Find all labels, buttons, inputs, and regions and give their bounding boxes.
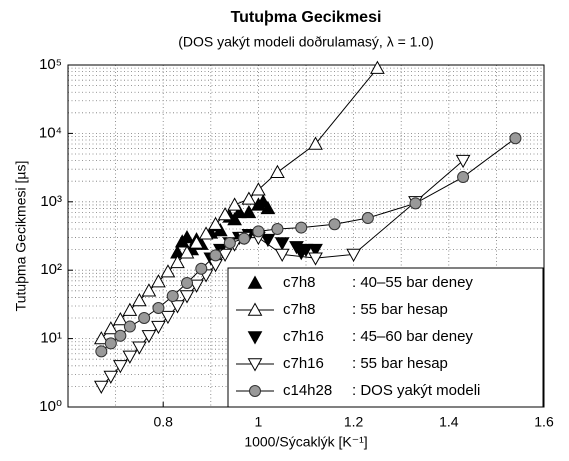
marker: [251, 182, 266, 196]
y-tick-label: 10⁰: [39, 398, 62, 415]
y-tick-label: 10⁵: [39, 56, 62, 73]
marker: [455, 154, 471, 169]
y-tick-label: 10²: [40, 261, 62, 278]
marker: [223, 236, 236, 249]
legend-name: c7h8: [283, 274, 316, 291]
marker: [103, 321, 119, 335]
x-tick-label: 1.2: [344, 414, 364, 430]
chart-title: Tutuþma Gecikmesi: [231, 9, 382, 26]
marker: [346, 248, 361, 262]
legend-marker: [247, 358, 263, 372]
marker: [260, 233, 276, 248]
x-tick-label: 1.6: [534, 414, 554, 430]
legend-marker: [247, 302, 263, 316]
legend-marker: [247, 331, 263, 345]
marker: [179, 245, 195, 259]
marker: [93, 331, 109, 345]
marker: [189, 235, 204, 249]
marker: [123, 320, 136, 333]
marker: [179, 230, 195, 244]
marker: [241, 204, 257, 219]
legend-description: : 45–60 bar deney: [352, 328, 473, 345]
marker: [181, 276, 193, 289]
marker: [241, 191, 257, 205]
marker: [114, 329, 127, 342]
marker: [152, 302, 165, 315]
marker: [179, 290, 195, 304]
marker: [160, 310, 176, 325]
marker: [141, 330, 157, 344]
marker: [209, 249, 222, 262]
marker: [122, 350, 138, 364]
marker: [293, 247, 309, 261]
marker: [308, 252, 323, 266]
marker: [308, 136, 323, 150]
marker: [208, 216, 223, 230]
marker: [509, 132, 522, 145]
y-tick-label: 10¹: [40, 330, 62, 347]
marker: [113, 312, 128, 326]
marker: [274, 248, 290, 262]
marker: [132, 293, 147, 307]
y-axis-label: Tutuþma Gecikmesi [µs]: [13, 161, 29, 312]
marker: [295, 221, 308, 234]
marker: [195, 262, 208, 275]
marker: [217, 207, 233, 221]
legend-name: c7h8: [283, 301, 316, 318]
marker: [361, 211, 374, 224]
legend-description: : DOS yakýt modeli: [352, 382, 480, 399]
marker: [151, 320, 166, 335]
marker: [103, 370, 119, 384]
marker: [189, 279, 204, 293]
marker: [160, 264, 176, 278]
marker: [217, 248, 233, 262]
marker: [252, 225, 265, 238]
marker: [271, 223, 284, 236]
legend-name: c14h28: [283, 382, 332, 399]
marker: [151, 274, 166, 288]
marker: [95, 345, 108, 358]
chart-subtitle: (DOS yakýt modeli doðrulamasý, λ = 1.0): [178, 34, 434, 50]
marker: [113, 360, 128, 374]
marker: [141, 283, 157, 297]
legend-name: c7h16: [283, 355, 324, 372]
legend-box: [227, 267, 544, 408]
marker: [308, 243, 323, 258]
x-tick-label: 0.8: [153, 414, 173, 430]
marker: [328, 218, 341, 231]
marker: [166, 289, 179, 302]
marker: [104, 337, 117, 350]
legend-description: : 55 bar hesap: [352, 301, 448, 318]
marker: [170, 300, 185, 314]
marker: [274, 237, 290, 251]
legend-description: : 55 bar hesap: [352, 355, 448, 372]
legend-description: : 40–55 bar deney: [352, 274, 473, 291]
marker: [93, 380, 109, 394]
legend-marker: [249, 385, 261, 397]
marker: [232, 204, 247, 219]
marker: [260, 200, 276, 215]
marker: [457, 171, 470, 184]
marker: [270, 164, 285, 178]
marker: [198, 226, 214, 240]
legend-marker: [247, 275, 263, 289]
x-tick-label: 1.4: [439, 414, 459, 430]
y-tick-label: 10³: [40, 193, 62, 210]
marker: [170, 254, 185, 269]
marker: [238, 232, 251, 245]
y-tick-label: 10⁴: [39, 124, 62, 141]
marker: [132, 341, 147, 355]
marker: [227, 197, 242, 211]
marker: [122, 302, 138, 316]
legend-name: c7h16: [283, 328, 324, 345]
x-axis-label: 1000/Sýcaklýk [K⁻¹]: [244, 434, 367, 450]
marker: [409, 197, 422, 210]
x-tick-label: 1: [255, 414, 263, 430]
marker: [138, 312, 151, 325]
marker: [370, 60, 385, 74]
